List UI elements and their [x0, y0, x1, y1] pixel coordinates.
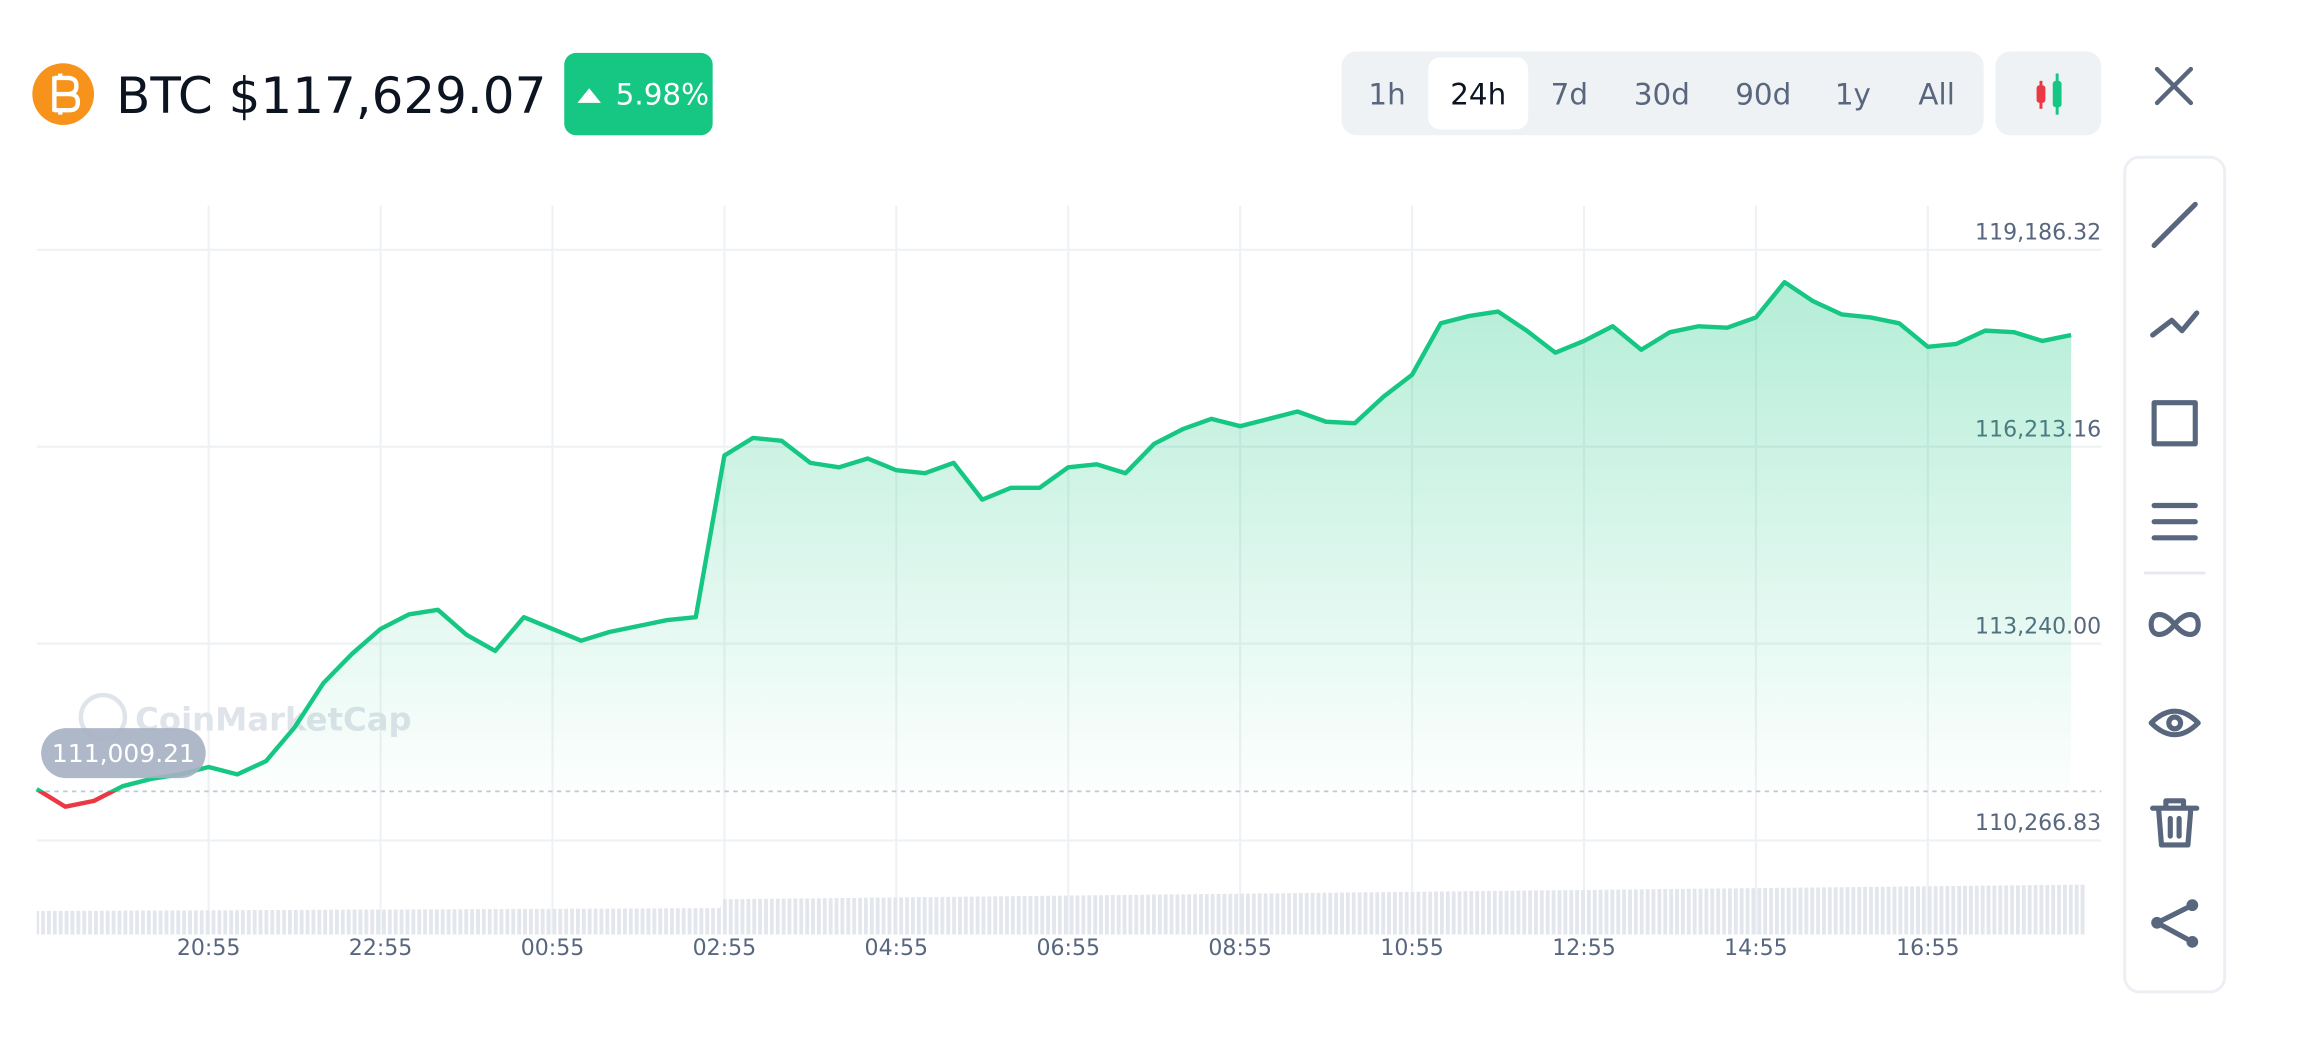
y-tick-label: 110,266.83: [1975, 811, 2101, 836]
tool-magnet[interactable]: [2148, 612, 2201, 637]
x-tick-label: 10:55: [1380, 936, 1444, 961]
tool-visibility-pupil: [2166, 714, 2184, 732]
reference-label: 111,009.21: [52, 739, 195, 768]
price-area: [36, 282, 2072, 807]
x-tick-label: 14:55: [1724, 936, 1788, 961]
change-text: 5.98%: [616, 77, 709, 111]
x-tick-label: 22:55: [349, 936, 412, 961]
x-tick-label: 02:55: [693, 936, 757, 961]
time-tab[interactable]: 7d: [1551, 77, 1588, 111]
time-tab[interactable]: 1y: [1835, 77, 1871, 111]
tab-selected-bg: [1428, 57, 1529, 130]
tool-lines[interactable]: [2151, 502, 2198, 541]
candle-red-body: [2036, 85, 2046, 103]
tool-polyline[interactable]: [2150, 310, 2200, 338]
time-tab[interactable]: All: [1918, 77, 1954, 111]
y-tick-label: 119,186.32: [1975, 221, 2101, 246]
time-tab[interactable]: 24h: [1450, 77, 1506, 111]
candle-green-body: [2052, 80, 2062, 108]
x-tick-label: 06:55: [1036, 936, 1100, 961]
time-tab[interactable]: 90d: [1735, 77, 1791, 111]
x-tick-label: 20:55: [177, 936, 241, 961]
price-title: BTC $117,629.07: [116, 67, 546, 125]
close-button[interactable]: [2154, 66, 2194, 106]
up-triangle: [577, 88, 601, 103]
x-tick-label: 00:55: [521, 936, 585, 961]
tool-rectangle[interactable]: [2151, 400, 2198, 447]
price-line: [35, 279, 2072, 809]
time-tab[interactable]: 30d: [1634, 77, 1690, 111]
coin-glyph: [52, 73, 81, 115]
x-tick-label: 08:55: [1208, 936, 1272, 961]
volume-bars: [36, 884, 2087, 935]
time-tab[interactable]: 1h: [1368, 77, 1405, 111]
tool-visibility[interactable]: [2148, 708, 2201, 738]
tool-trendline[interactable]: [2151, 201, 2198, 248]
candle-button[interactable]: [1995, 51, 2102, 136]
x-tick-label: 16:55: [1896, 936, 1960, 961]
share-dot: [2151, 916, 2163, 929]
share-dot: [2186, 899, 2199, 912]
change-badge: [564, 52, 713, 136]
share-dot: [2186, 936, 2199, 948]
x-tick-label: 04:55: [865, 936, 929, 961]
tool-delete[interactable]: [2150, 798, 2200, 848]
reference-badge: [41, 728, 206, 779]
x-tick-label: 12:55: [1552, 936, 1616, 961]
